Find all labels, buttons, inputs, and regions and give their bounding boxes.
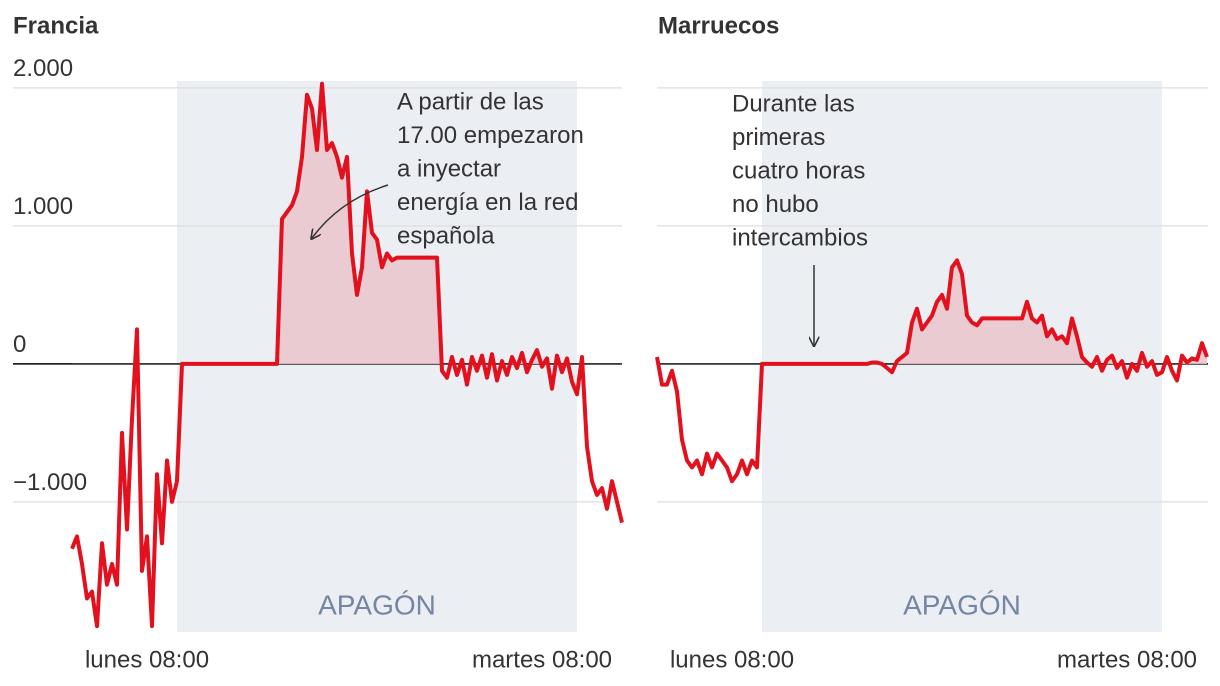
annotation-line: a inyectar [397, 156, 501, 183]
y-tick-label: −1.000 [13, 469, 87, 496]
highlight-label: APAGÓN [903, 589, 1021, 620]
y-tick-label: 0 [13, 331, 26, 358]
x-tick-label: martes 08:00 [1057, 646, 1197, 673]
annotation-line: cuatro horas [732, 158, 865, 185]
panel-title: Marruecos [658, 12, 779, 39]
annotation-line: A partir de las [397, 88, 544, 115]
annotation-arrow [312, 184, 389, 238]
main-layer: Francia 2.000 1.000 0 −1.000 lunes 08:00 marte… [13, 12, 1209, 673]
x-tick-label: lunes 08:00 [85, 646, 209, 673]
line [655, 258, 1209, 484]
y-tick-label: 1.000 [13, 193, 73, 220]
annotation-line: 17.00 empezaron [397, 122, 584, 149]
series [72, 83, 622, 364]
annotation-line: Durante las [732, 90, 855, 117]
highlight-label: APAGÓN [318, 589, 436, 620]
area [72, 83, 622, 364]
annotation-line: no hubo [732, 191, 819, 218]
x-tick-label: martes 08:00 [472, 646, 612, 673]
y-tick-label: 2.000 [13, 55, 73, 82]
panel-title: Francia [13, 12, 99, 39]
annotation-line: energía en la red [397, 189, 578, 216]
annotation-line: española [397, 223, 495, 250]
line [70, 81, 624, 629]
annotation-line: primeras [732, 124, 825, 151]
annotation-line: intercambios [732, 225, 868, 252]
x-tick-label: lunes 08:00 [670, 646, 794, 673]
